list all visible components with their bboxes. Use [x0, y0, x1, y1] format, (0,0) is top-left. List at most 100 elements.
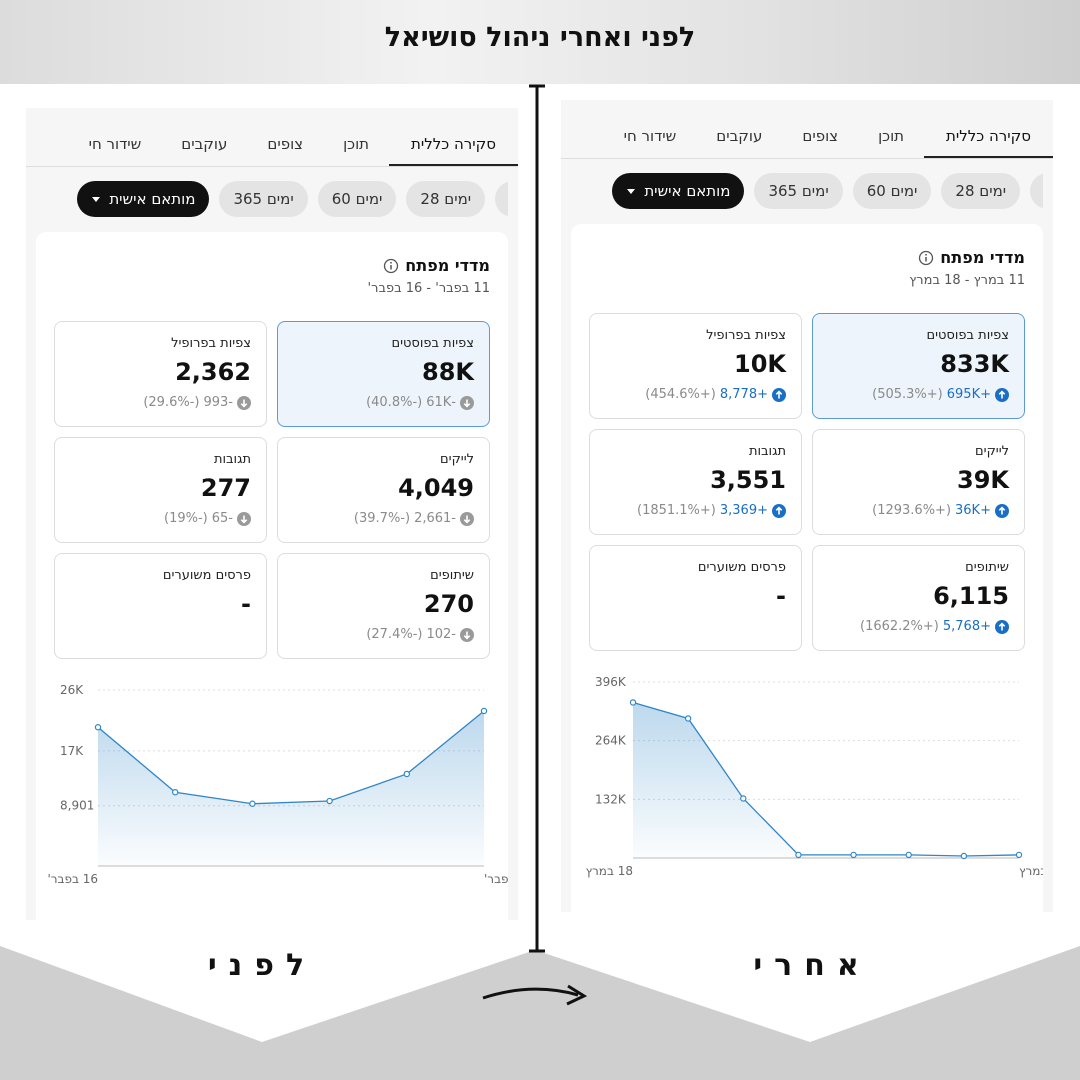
tab[interactable]: צופים — [802, 127, 839, 145]
metric-tile[interactable]: פרסים משוערים - — [54, 553, 267, 659]
caption: לפני — [207, 948, 317, 983]
metric-value: 10K — [734, 350, 786, 378]
chip[interactable]: מותאם אישית — [612, 173, 745, 209]
arrow-head — [566, 984, 588, 1006]
chip[interactable]: מותאם אישית — [77, 181, 210, 217]
chip[interactable]: ימים — [1030, 173, 1043, 209]
metric-label: פרסים משוערים — [162, 568, 251, 583]
metric-label: שיתופים — [430, 568, 474, 583]
metric-tile[interactable]: צפיות בפרופיל 10K +8,778 (+454.6%) — [589, 313, 802, 419]
trend-icon-arrow — [775, 505, 783, 514]
metric-value: 277 — [200, 474, 251, 502]
trend-icon — [237, 511, 251, 526]
point — [850, 851, 857, 859]
card-title: מדדי מפתח — [940, 248, 1025, 267]
metric-pct: (+454.6%) — [645, 387, 716, 402]
metric-pct: (+1662.2%) — [859, 619, 939, 634]
y-tick-label: 26K — [60, 683, 84, 697]
info-icon — [919, 250, 934, 265]
metric-value: 88K — [422, 358, 474, 386]
trend-icon — [995, 619, 1009, 634]
metric-value: - — [776, 582, 786, 610]
metric-delta: +695K — [946, 387, 991, 402]
point — [960, 852, 968, 860]
y-tick-label: 132K — [595, 792, 627, 806]
chip[interactable]: 60 ימים — [852, 173, 932, 209]
trend-icon — [460, 395, 474, 410]
metric-tile[interactable]: צפיות בפוסטים 88K -61K (-40.8%) — [277, 321, 490, 427]
metric-tile[interactable]: שיתופים 6,115 +5,768 (+1662.2%) — [812, 545, 1025, 651]
y-tick-label: 8,901 — [60, 799, 94, 813]
trend-icon-arrow — [998, 621, 1006, 630]
point — [480, 707, 488, 715]
trend-icon — [772, 503, 786, 518]
tab[interactable]: שידור חי — [88, 135, 142, 153]
x-tick-label: 16 בפבר' — [47, 872, 98, 886]
metric-pct: (+505.3%) — [872, 387, 943, 402]
point — [171, 789, 179, 796]
tab[interactable]: עוקבים — [716, 127, 763, 145]
metric-tile[interactable]: לייקים 4,049 -2,661 (-39.7%) — [277, 437, 490, 543]
trend-icon-arrow — [463, 515, 471, 524]
point — [905, 851, 912, 859]
chip[interactable]: 365 ימים — [754, 173, 843, 209]
metric-value: 270 — [423, 590, 474, 618]
metric-value: 39K — [957, 466, 1009, 494]
metric-delta: +36K — [955, 503, 991, 518]
metric-tile[interactable]: לייקים 39K +36K (+1293.6%) — [812, 429, 1025, 535]
metric-change: -61K (-40.8%) — [293, 395, 474, 410]
x-tick-label: 11 בפבר' — [484, 872, 508, 886]
metric-tile[interactable]: שיתופים 270 -102 (-27.4%) — [277, 553, 490, 659]
chart: 396K 264K 132K 11 במרץ 18 במרץ — [586, 675, 1043, 878]
metric-delta: +3,369 — [719, 503, 768, 518]
area — [98, 710, 484, 866]
x-tick-label: 18 במרץ — [586, 864, 633, 878]
tab[interactable]: עוקבים — [181, 135, 228, 153]
point — [326, 797, 333, 805]
panel: סקירה כללית תוכן צופים עוקבים שידור חי ימים 28… — [561, 100, 1053, 912]
chip[interactable]: 28 ימים — [941, 173, 1021, 209]
metric-tile[interactable]: פרסים משוערים - — [589, 545, 802, 651]
chip[interactable]: 28 ימים — [406, 181, 486, 217]
y-tick-label: 264K — [595, 734, 627, 748]
card-title: מדדי מפתח — [405, 256, 490, 275]
trend-icon-arrow — [998, 389, 1006, 398]
tab[interactable]: תוכן — [878, 127, 905, 145]
metric-label: שיתופים — [965, 560, 1009, 575]
metric-pct: (-39.7%) — [353, 511, 411, 526]
metric-tile[interactable]: תגובות 277 -65 (-19%) — [54, 437, 267, 543]
metric-pct: (+1851.1%) — [636, 503, 716, 518]
metric-tile[interactable]: תגובות 3,551 +3,369 (+1851.1%) — [589, 429, 802, 535]
metric-tile[interactable]: צפיות בפרופיל 2,362 -993 (-29.6%) — [54, 321, 267, 427]
metric-label: צפיות בפרופיל — [706, 328, 786, 343]
metric-change: +3,369 (+1851.1%) — [605, 503, 786, 518]
tab[interactable]: סקירה כללית — [389, 135, 518, 166]
chip[interactable]: 365 ימים — [219, 181, 308, 217]
chip[interactable]: 60 ימים — [317, 181, 397, 217]
tab[interactable]: שידור חי — [623, 127, 677, 145]
metric-label: פרסים משוערים — [697, 560, 786, 575]
tab[interactable]: תוכן — [343, 135, 370, 153]
metric-change: -65 (-19%) — [70, 511, 251, 526]
chip[interactable]: ימים — [495, 181, 508, 217]
trend-icon-arrow — [463, 399, 471, 408]
y-tick-label: 396K — [595, 675, 627, 689]
metric-delta: -102 — [426, 627, 456, 642]
metric-pct: (+1293.6%) — [872, 503, 952, 518]
metric-pct: (-29.6%) — [143, 395, 200, 410]
metric-value: 3,551 — [710, 466, 786, 494]
metric-tile[interactable]: צפיות בפוסטים 833K +695K (+505.3%) — [812, 313, 1025, 419]
metric-change: +695K (+505.3%) — [828, 387, 1009, 402]
point — [403, 770, 410, 778]
metric-value: 4,049 — [398, 474, 474, 502]
metric-delta: -61K — [426, 395, 456, 410]
tab[interactable]: סקירה כללית — [924, 127, 1053, 158]
tab[interactable]: צופים — [267, 135, 304, 153]
metric-delta: -65 — [211, 511, 233, 526]
metric-label: תגובות — [213, 452, 251, 467]
metric-change: -2,661 (-39.7%) — [293, 511, 474, 526]
